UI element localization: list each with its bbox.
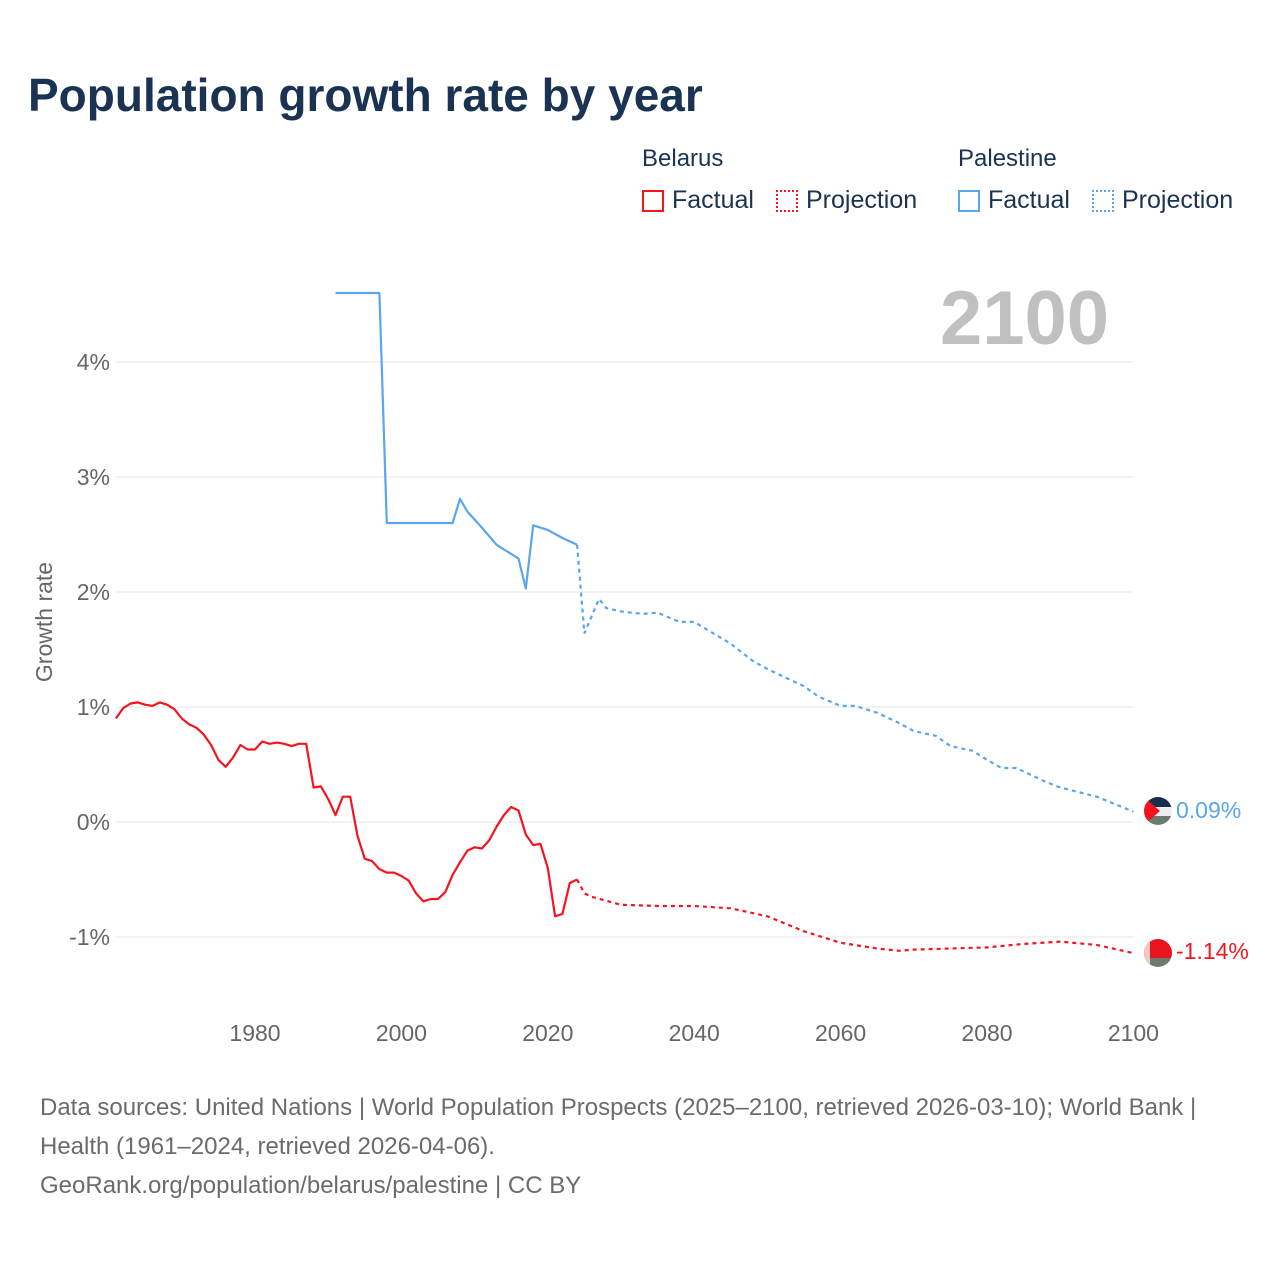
belarus-flag-icon bbox=[1144, 939, 1172, 967]
legend-swatch bbox=[776, 189, 798, 212]
belarus-projection-line bbox=[576, 878, 1134, 955]
credit-link[interactable]: GeoRank.org/population/belarus/palestine… bbox=[40, 1172, 582, 1199]
legend-swatch bbox=[642, 189, 664, 212]
palestine-end-label: 0.09% bbox=[1176, 797, 1241, 823]
legend-group-belarus: Belarus bbox=[642, 145, 724, 172]
x-tick-label: 1980 bbox=[229, 1020, 280, 1046]
palestine-projection-line bbox=[576, 544, 1134, 813]
palestine-factual-line bbox=[335, 291, 578, 590]
y-tick-label: 0% bbox=[77, 809, 110, 835]
legend-label: Projection bbox=[806, 186, 918, 214]
x-tick-label: 2060 bbox=[815, 1020, 866, 1046]
y-tick-label: 2% bbox=[77, 579, 110, 605]
legend-palestine-projection[interactable]: Projection bbox=[1092, 186, 1233, 215]
legend-belarus-projection[interactable]: Projection bbox=[776, 186, 917, 215]
y-tick-label: 4% bbox=[77, 349, 110, 375]
year-display: 2100 bbox=[940, 276, 1110, 361]
legend-swatch bbox=[1092, 189, 1114, 212]
x-tick-label: 2080 bbox=[961, 1020, 1012, 1046]
legend-palestine-factual[interactable]: Factual bbox=[958, 186, 1070, 215]
chart-title: Population growth rate by year bbox=[28, 69, 703, 121]
legend-label: Factual bbox=[672, 186, 754, 214]
y-tick-label: 1% bbox=[77, 694, 110, 720]
legend-swatch bbox=[958, 189, 980, 212]
legend-belarus-factual[interactable]: Factual bbox=[642, 186, 754, 215]
y-axis-label: Growth rate bbox=[31, 562, 57, 682]
legend-label: Projection bbox=[1122, 186, 1234, 214]
belarus-factual-line bbox=[114, 701, 578, 918]
belarus-end-label: -1.14% bbox=[1176, 938, 1249, 964]
legend-label: Factual bbox=[988, 186, 1070, 214]
footer: Data sources: United Nations | World Pop… bbox=[40, 1088, 1240, 1205]
y-tick-label: 3% bbox=[77, 464, 110, 490]
x-tick-label: 2100 bbox=[1108, 1020, 1159, 1046]
x-tick-label: 2020 bbox=[522, 1020, 573, 1046]
x-tick-label: 2000 bbox=[376, 1020, 427, 1046]
y-tick-label: -1% bbox=[69, 924, 110, 950]
data-sources: Data sources: United Nations | World Pop… bbox=[40, 1094, 1197, 1160]
x-tick-label: 2040 bbox=[669, 1020, 720, 1046]
palestine-flag-icon bbox=[1144, 797, 1172, 825]
legend-group-palestine: Palestine bbox=[958, 145, 1057, 172]
